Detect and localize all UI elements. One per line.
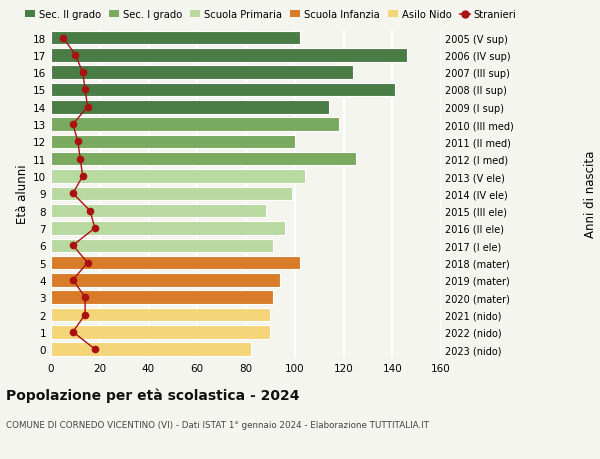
Bar: [51, 32, 299, 45]
Bar: [51, 170, 305, 184]
Y-axis label: Anni di nascita: Anni di nascita: [584, 151, 597, 237]
Bar: [51, 204, 265, 218]
Y-axis label: Età alunni: Età alunni: [16, 164, 29, 224]
Bar: [51, 291, 273, 304]
Bar: [51, 325, 271, 339]
Bar: [51, 135, 295, 149]
Bar: [51, 49, 407, 62]
Bar: [51, 118, 338, 132]
Text: COMUNE DI CORNEDO VICENTINO (VI) - Dati ISTAT 1° gennaio 2024 - Elaborazione TUT: COMUNE DI CORNEDO VICENTINO (VI) - Dati …: [6, 420, 429, 429]
Bar: [51, 343, 251, 356]
Text: Popolazione per età scolastica - 2024: Popolazione per età scolastica - 2024: [6, 388, 299, 403]
Bar: [51, 239, 273, 252]
Bar: [51, 84, 395, 97]
Bar: [51, 101, 329, 114]
Bar: [51, 187, 292, 201]
Bar: [51, 153, 356, 166]
Bar: [51, 66, 353, 80]
Bar: [51, 274, 280, 287]
Bar: [51, 222, 285, 235]
Legend: Sec. II grado, Sec. I grado, Scuola Primaria, Scuola Infanzia, Asilo Nido, Stran: Sec. II grado, Sec. I grado, Scuola Prim…: [25, 10, 517, 20]
Bar: [51, 308, 271, 322]
Bar: [51, 256, 299, 270]
